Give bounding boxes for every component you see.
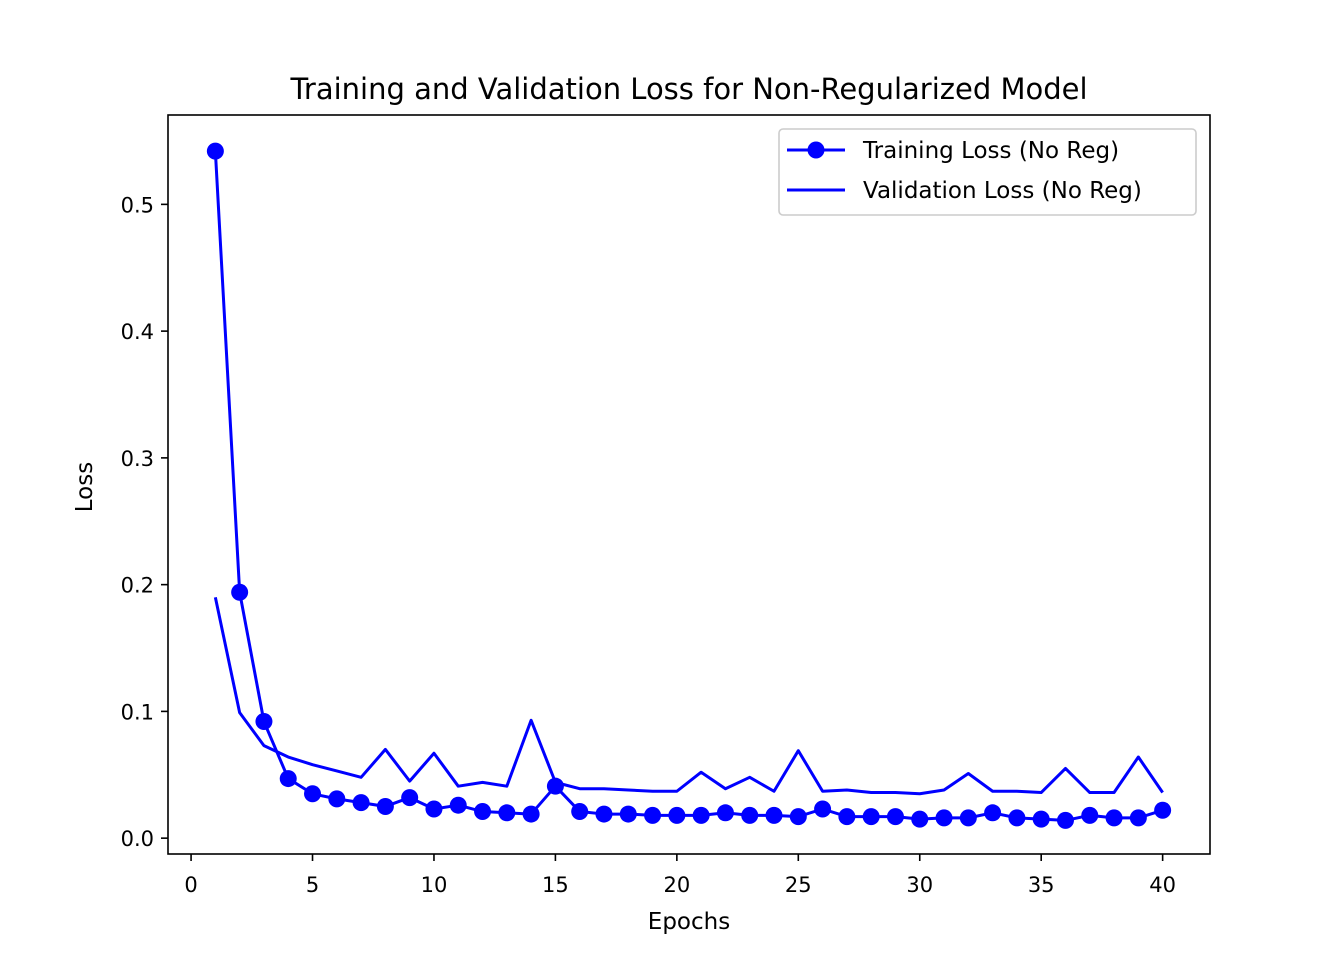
training-loss-point (959, 809, 977, 827)
training-loss-point (935, 809, 953, 827)
training-loss-point (862, 808, 880, 826)
legend-box (778, 128, 1197, 216)
training-loss-point (984, 804, 1002, 822)
x-tick-label: 10 (421, 873, 448, 897)
training-loss-point (401, 789, 419, 807)
training-loss-point (449, 796, 467, 814)
training-loss-point (279, 770, 297, 788)
y-tick-label: 0.5 (121, 193, 154, 217)
x-tick-label: 40 (1149, 873, 1176, 897)
x-tick-label: 25 (785, 873, 812, 897)
training-loss-point (1008, 809, 1026, 827)
training-loss-line (213, 151, 1164, 822)
y-tick-label: 0.1 (121, 700, 154, 724)
training-loss-point (376, 797, 394, 815)
plot-lines (206, 142, 1172, 829)
training-loss-point (255, 713, 273, 731)
training-loss-point (522, 805, 540, 823)
y-tick-label: 0.3 (121, 447, 154, 471)
validation-loss-line (213, 597, 1164, 796)
training-loss-point (1032, 810, 1050, 828)
chart-title: Training and Validation Loss for Non-Reg… (289, 72, 1087, 106)
training-loss-point (352, 794, 370, 812)
training-loss-point (668, 806, 686, 824)
training-loss-point (231, 583, 249, 601)
training-loss-point (838, 808, 856, 826)
legend-entry-validation: Validation Loss (No Reg) (787, 178, 1142, 204)
training-loss-point (911, 810, 929, 828)
training-loss-point (1129, 809, 1147, 827)
x-axis-label: Epochs (648, 909, 730, 935)
training-loss-point (1081, 806, 1099, 824)
y-axis-ticks: 0.0 0.1 0.2 0.3 0.4 0.5 (121, 193, 168, 851)
training-loss-point (474, 803, 492, 821)
x-tick-label: 30 (906, 873, 933, 897)
training-loss-point (206, 142, 224, 160)
training-loss-point (1154, 801, 1172, 819)
training-loss-point (644, 806, 662, 824)
training-loss-point (692, 806, 710, 824)
training-loss-point (716, 804, 734, 822)
training-loss-point (741, 806, 759, 824)
training-loss-point (571, 803, 589, 821)
x-tick-label: 0 (184, 873, 197, 897)
x-tick-label: 15 (542, 873, 569, 897)
legend: Training Loss (No Reg) Validation Loss (… (778, 128, 1197, 216)
x-tick-label: 20 (663, 873, 690, 897)
y-axis-label: Loss (72, 462, 98, 512)
training-loss-point (789, 808, 807, 826)
training-loss-point (498, 804, 516, 822)
legend-training-marker (807, 141, 825, 159)
legend-label-validation: Validation Loss (No Reg) (863, 178, 1142, 204)
y-tick-label: 0.0 (121, 827, 154, 851)
training-loss-point (619, 805, 637, 823)
x-tick-label: 5 (306, 873, 319, 897)
x-axis-ticks: 0 5 10 15 20 25 30 35 40 (184, 854, 1176, 897)
training-loss-point (814, 800, 832, 818)
training-loss-point (595, 805, 613, 823)
training-loss-point (425, 800, 443, 818)
training-loss-point (765, 806, 783, 824)
training-loss-point (1056, 811, 1074, 829)
training-loss-point (546, 777, 564, 795)
legend-label-training: Training Loss (No Reg) (862, 138, 1119, 164)
x-tick-label: 35 (1028, 873, 1055, 897)
training-loss-point (1105, 809, 1123, 827)
legend-entry-training: Training Loss (No Reg) (787, 138, 1119, 164)
y-tick-label: 0.2 (121, 574, 154, 598)
training-loss-point (328, 790, 346, 808)
plot-frame (167, 114, 1211, 855)
y-tick-label: 0.4 (121, 320, 154, 344)
training-loss-point (886, 808, 904, 826)
training-loss-point (304, 785, 322, 803)
